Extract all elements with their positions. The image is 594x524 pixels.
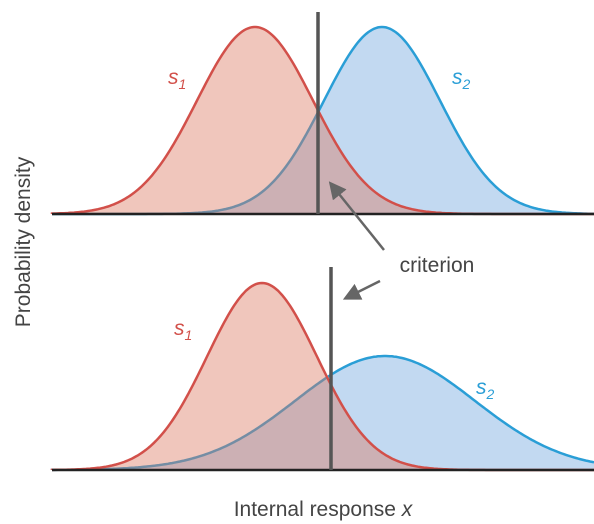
- s1-label: s1: [168, 66, 186, 92]
- y-axis-label: Probability density: [12, 156, 35, 327]
- x-axis-label: Internal response x: [234, 498, 414, 521]
- distribution-curve: [50, 354, 594, 472]
- s2-label: s2: [476, 376, 495, 402]
- curves: [50, 25, 594, 472]
- distribution-fill: [52, 283, 594, 470]
- s2-label: s2: [452, 66, 471, 92]
- criterion-label: criterion: [400, 254, 475, 277]
- arrow: [328, 181, 385, 251]
- distribution-fill: [52, 356, 594, 470]
- s1-label: s1: [174, 317, 192, 343]
- arrow: [342, 279, 381, 300]
